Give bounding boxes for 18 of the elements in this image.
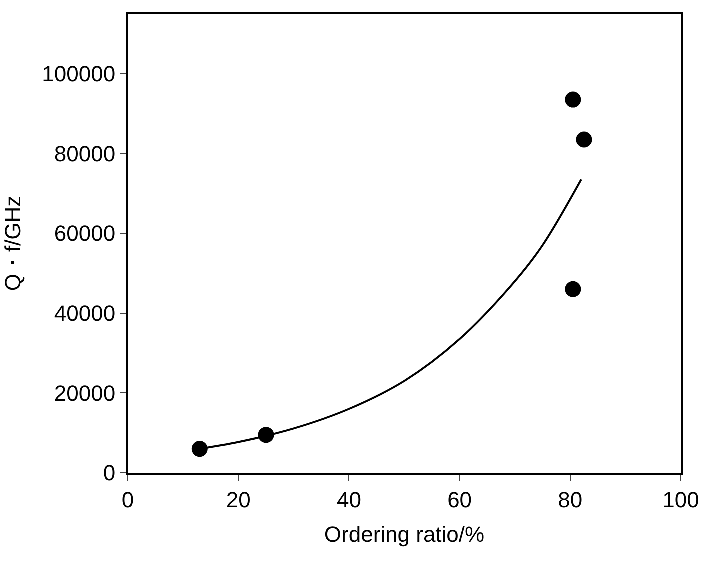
point [192, 441, 208, 458]
y-axis-title: Q・f/GHz [0, 196, 26, 292]
y-tick-label: 80000 [54, 141, 116, 166]
point [565, 281, 582, 298]
y-tick-label: 100000 [42, 62, 116, 87]
x-tick-label: 40 [336, 487, 362, 512]
x-tick-label: 0 [122, 487, 134, 512]
y-tick-label: 20000 [54, 380, 116, 406]
x-tick-label: 80 [558, 487, 583, 512]
point [565, 92, 582, 108]
y-tick-label: 40000 [54, 301, 116, 326]
x-tick-label: 20 [226, 487, 251, 512]
y-tick-label: 0 [103, 460, 116, 486]
x-tick-label: 100 [662, 487, 700, 512]
y-tick-label: 60000 [54, 221, 116, 246]
point [576, 132, 592, 148]
x-tick-label: 60 [448, 487, 472, 512]
x-axis-title: Ordering ratio/% [324, 522, 485, 547]
